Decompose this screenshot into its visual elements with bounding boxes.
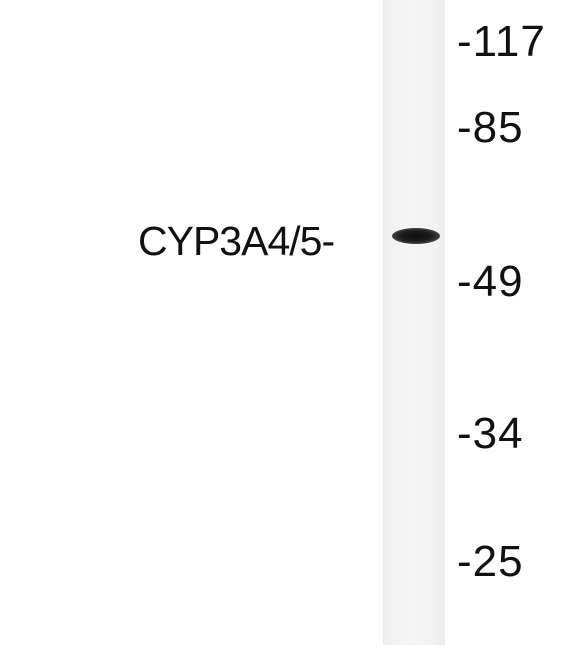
marker-85: -85 xyxy=(457,103,524,152)
band-label: CYP3A4/5- xyxy=(138,218,335,264)
marker-117: -117 xyxy=(457,17,546,66)
marker-49: -49 xyxy=(457,257,524,306)
marker-25: -25 xyxy=(457,537,524,586)
protein-band xyxy=(392,228,440,244)
blot-lane xyxy=(383,0,445,645)
marker-34: -34 xyxy=(457,409,524,458)
